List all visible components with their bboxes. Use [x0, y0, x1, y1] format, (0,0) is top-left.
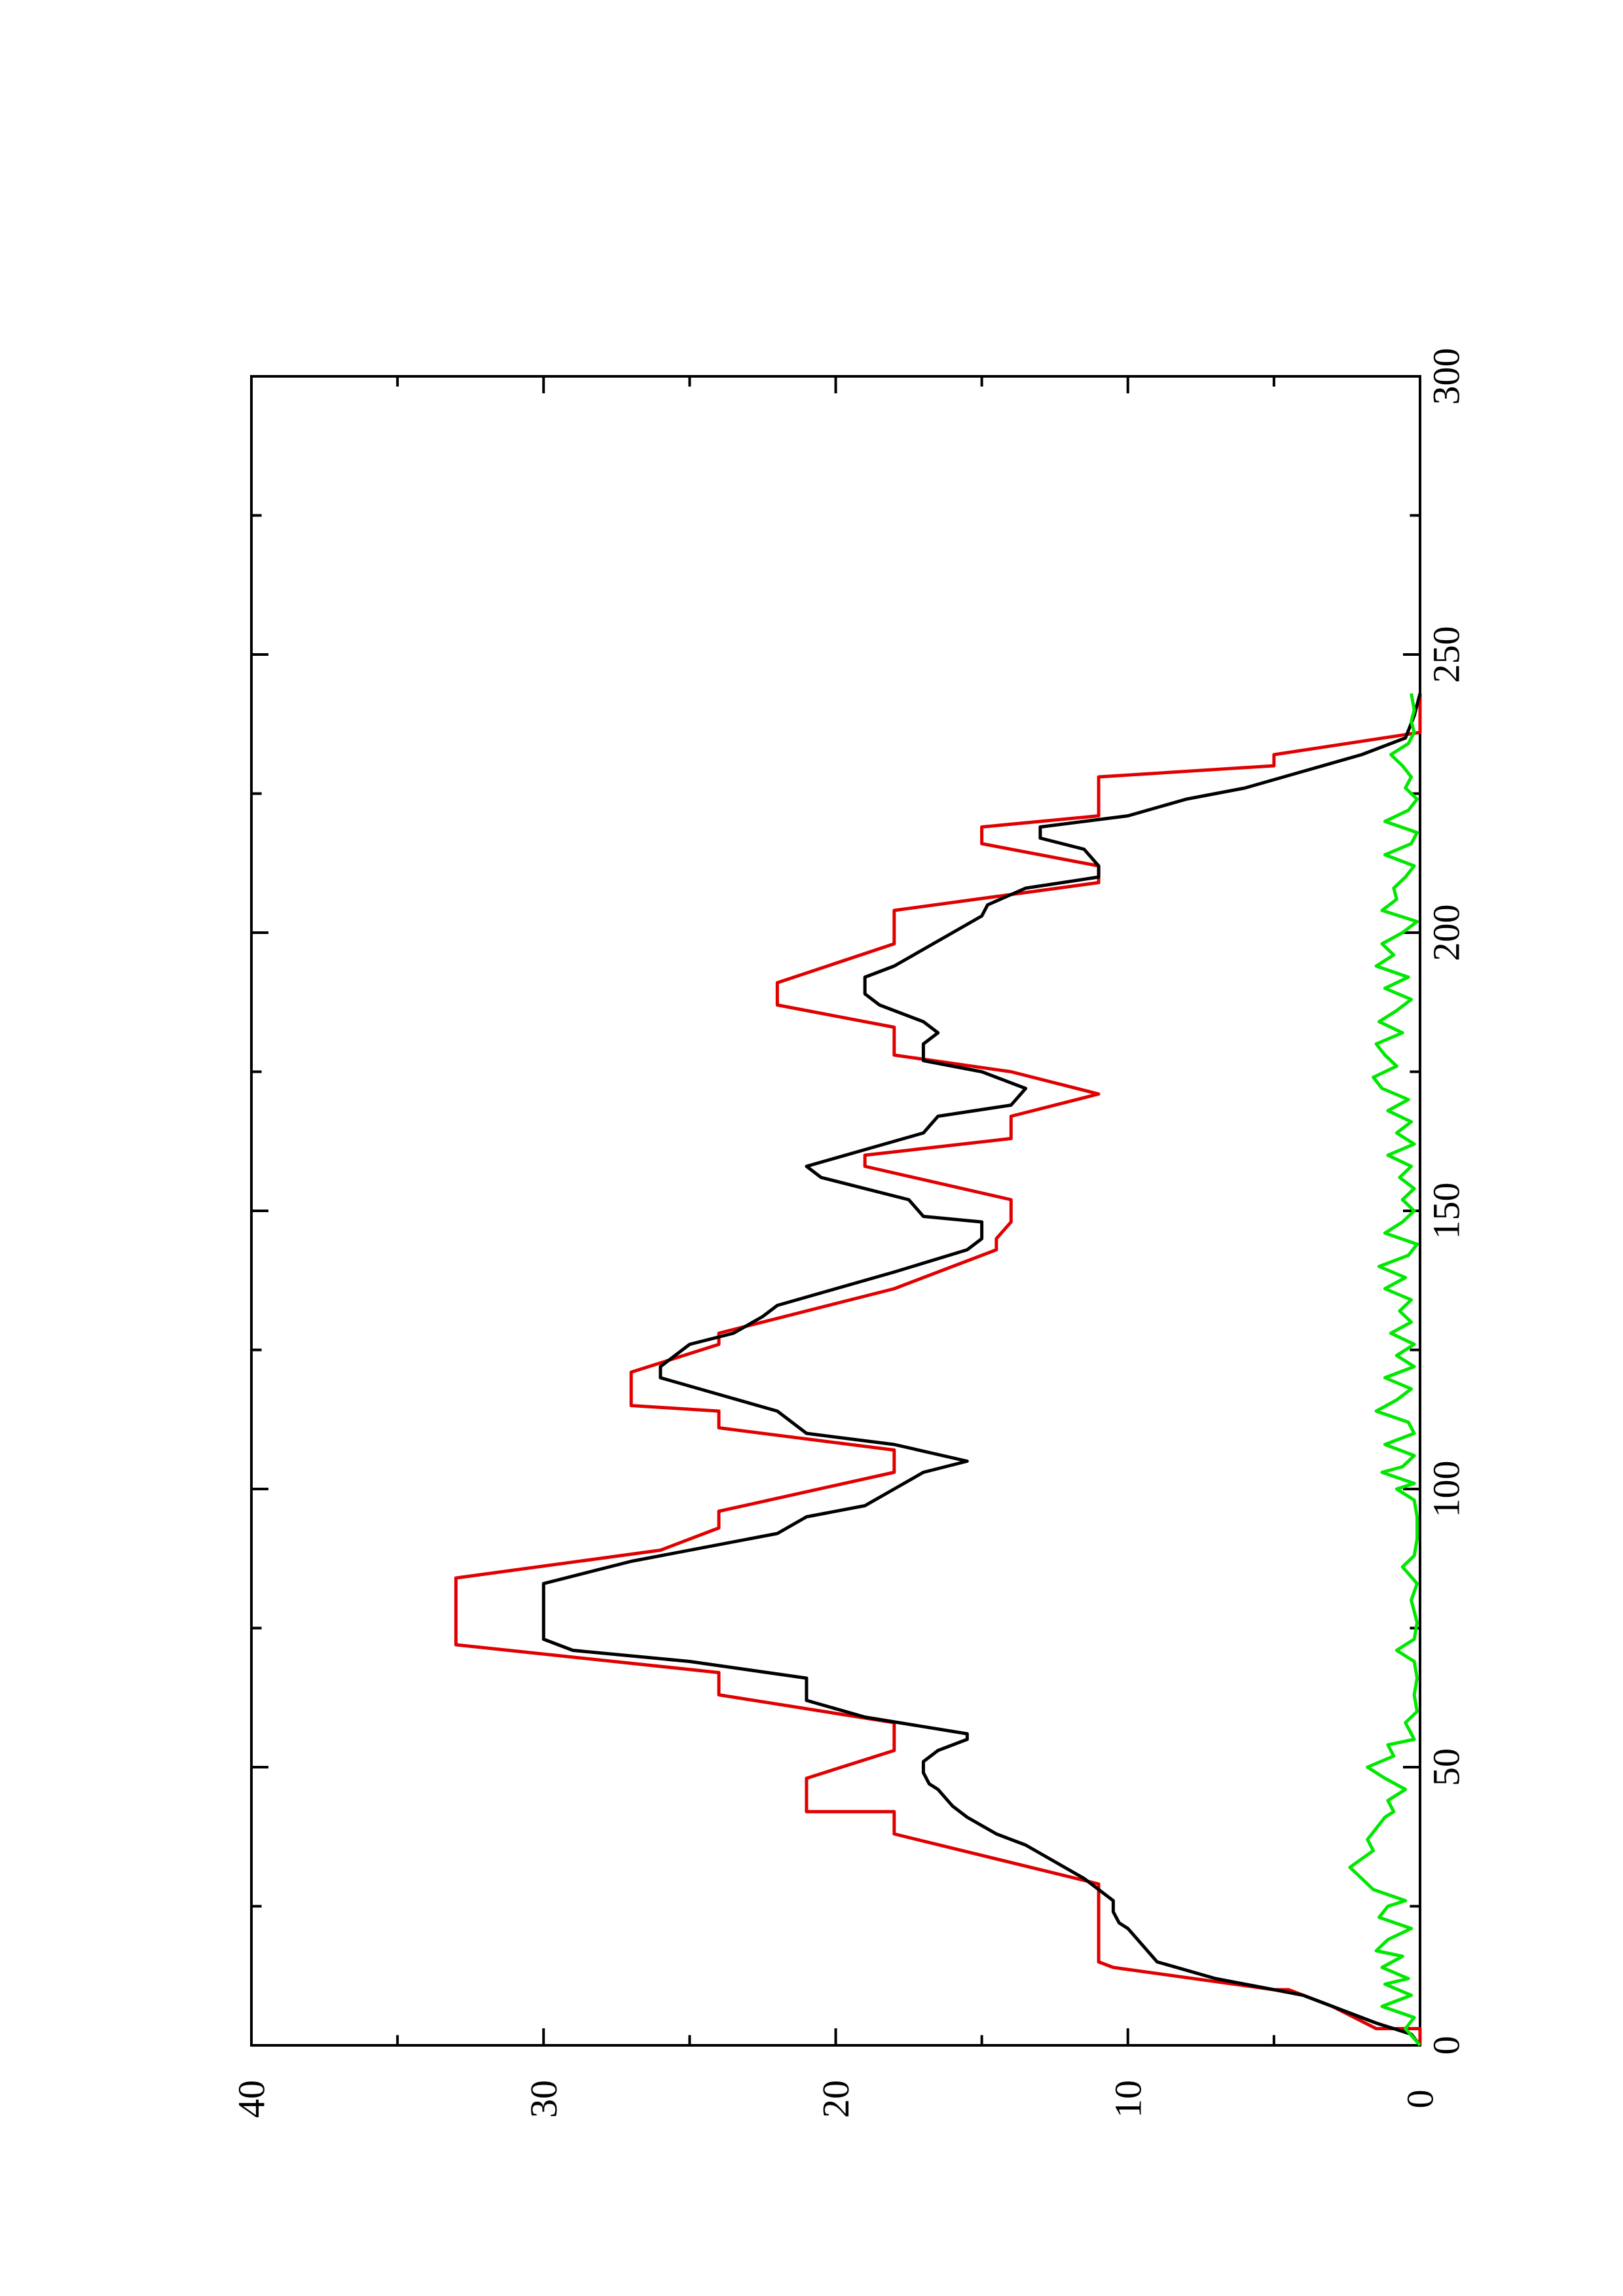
x-tick-label: 200 [1425, 905, 1468, 961]
y-tick-label: 30 [522, 2080, 565, 2118]
y-tick-labels: 0 10 20 30 40 [230, 2080, 1442, 2118]
x-tick-label: 250 [1425, 626, 1468, 683]
x-tick-labels: 0 50 100 150 200 250 300 [1425, 348, 1468, 2055]
x-tick-label: 100 [1425, 1461, 1468, 1518]
series-line-red [454, 693, 1422, 2045]
x-tick-label: 300 [1425, 348, 1468, 405]
y-tick-label: 10 [1106, 2080, 1149, 2118]
series-line-green [1348, 693, 1421, 2047]
plot-frame [250, 375, 1421, 2047]
series-line-black [541, 692, 1422, 2047]
x-tick-label: 150 [1425, 1183, 1468, 1240]
y-tick-label: 0 [1399, 2090, 1442, 2109]
y-tick-label: 40 [230, 2080, 273, 2118]
axis-ticks [250, 375, 1421, 2047]
y-tick-label: 20 [814, 2080, 857, 2118]
x-tick-label: 0 [1425, 2036, 1468, 2055]
x-tick-label: 50 [1425, 1748, 1468, 1786]
series-group [454, 692, 1422, 2047]
